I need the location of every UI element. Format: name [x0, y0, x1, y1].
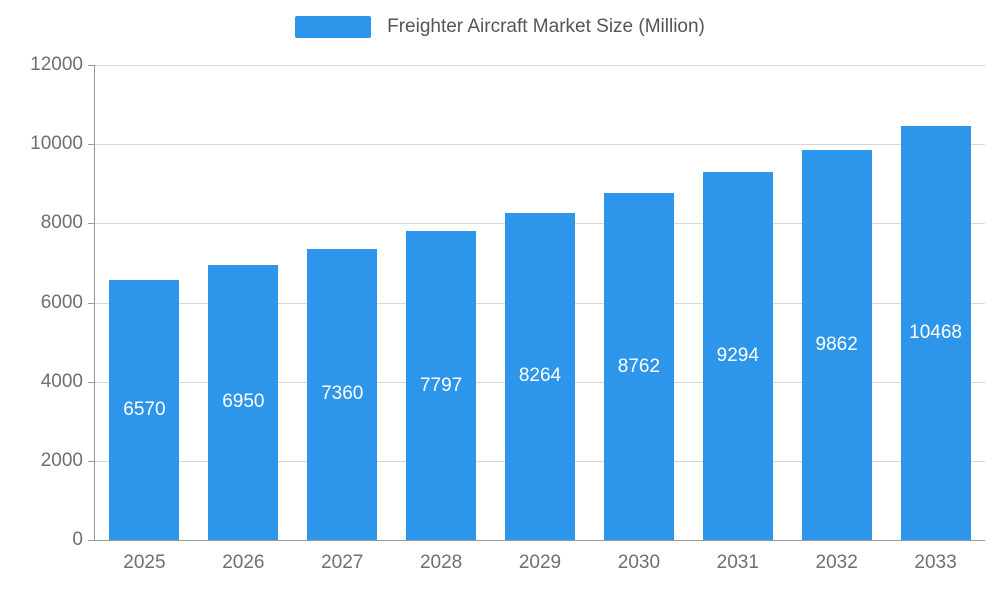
bar-2025[interactable]: 6570: [109, 279, 180, 540]
x-tick-label: 2029: [518, 552, 562, 573]
bar-2032[interactable]: 9862: [801, 149, 872, 540]
bar-2027[interactable]: 7360: [307, 248, 378, 540]
x-tick-label: 2033: [914, 552, 957, 573]
bar-2028[interactable]: 7797: [406, 231, 477, 540]
bar-slot: 8264: [491, 65, 590, 540]
y-tick-label: 10000: [30, 133, 83, 155]
y-axis-tick: [88, 540, 94, 541]
bar-2026[interactable]: 6950: [208, 264, 279, 540]
plot-area: 6570 6950 7360 7797 8264 8762 9294 9862 10468: [94, 65, 985, 541]
bar-value-label: 6570: [123, 398, 166, 420]
y-axis-tick: [88, 65, 94, 66]
bar-2033[interactable]: 10468: [900, 125, 971, 540]
bar-value-label: 8762: [617, 355, 661, 377]
bar-2030[interactable]: 8762: [603, 193, 674, 540]
bar-slot: 7360: [293, 65, 392, 540]
y-tick-label: 12000: [30, 54, 83, 75]
legend-label: Freighter Aircraft Market Size (Million): [387, 16, 705, 37]
bar-value-label: 7797: [419, 374, 463, 396]
gridline: [95, 144, 985, 146]
y-axis-tick: [88, 223, 94, 225]
bar-slot: 8762: [589, 65, 688, 540]
bar-slot: 7797: [392, 65, 491, 540]
y-axis-line: [94, 65, 95, 540]
x-axis-line: [94, 540, 985, 541]
bar-value-label: 9862: [815, 333, 858, 355]
bar-value-label: 7360: [321, 383, 364, 405]
y-axis-tick: [88, 144, 94, 146]
gridline: [95, 65, 985, 66]
y-tick-label: 2000: [40, 449, 83, 471]
bar-slot: 6950: [194, 65, 293, 540]
y-tick-label: 4000: [40, 370, 83, 392]
x-tick-label: 2030: [617, 552, 661, 573]
x-axis-labels: 2025 2026 2027 2028 2029 2030 2031 2032 2033: [95, 552, 985, 574]
x-tick-label: 2026: [222, 552, 265, 573]
bar-value-label: 9294: [716, 345, 759, 367]
y-axis-tick: [88, 460, 94, 462]
chart-legend[interactable]: Freighter Aircraft Market Size (Million): [0, 16, 1000, 38]
bar-slot: 10468: [886, 65, 985, 540]
x-tick-label: 2028: [419, 552, 463, 573]
bar-value-label: 8264: [518, 365, 562, 387]
bar-slot: 9294: [688, 65, 787, 540]
x-tick-label: 2032: [815, 552, 858, 573]
bar-slot: 6570: [95, 65, 194, 540]
bar-value-label: 6950: [222, 391, 265, 413]
bar-value-label: 10468: [909, 321, 962, 343]
y-tick-label: 8000: [40, 212, 83, 234]
x-tick-label: 2025: [123, 552, 166, 573]
y-tick-label: 6000: [40, 291, 83, 313]
bars-layer: 6570 6950 7360 7797 8264 8762 9294 9862 10468: [95, 65, 985, 540]
y-axis-tick: [88, 302, 94, 304]
x-tick-label: 2027: [321, 552, 364, 573]
bar-slot: 9862: [787, 65, 886, 540]
legend-swatch-icon: [295, 16, 372, 38]
y-tick-label: 0: [72, 529, 83, 550]
x-tick-label: 2031: [716, 552, 759, 573]
y-axis-tick: [88, 381, 94, 383]
bar-2029[interactable]: 8264: [505, 212, 575, 540]
bar-2031[interactable]: 9294: [702, 172, 773, 540]
